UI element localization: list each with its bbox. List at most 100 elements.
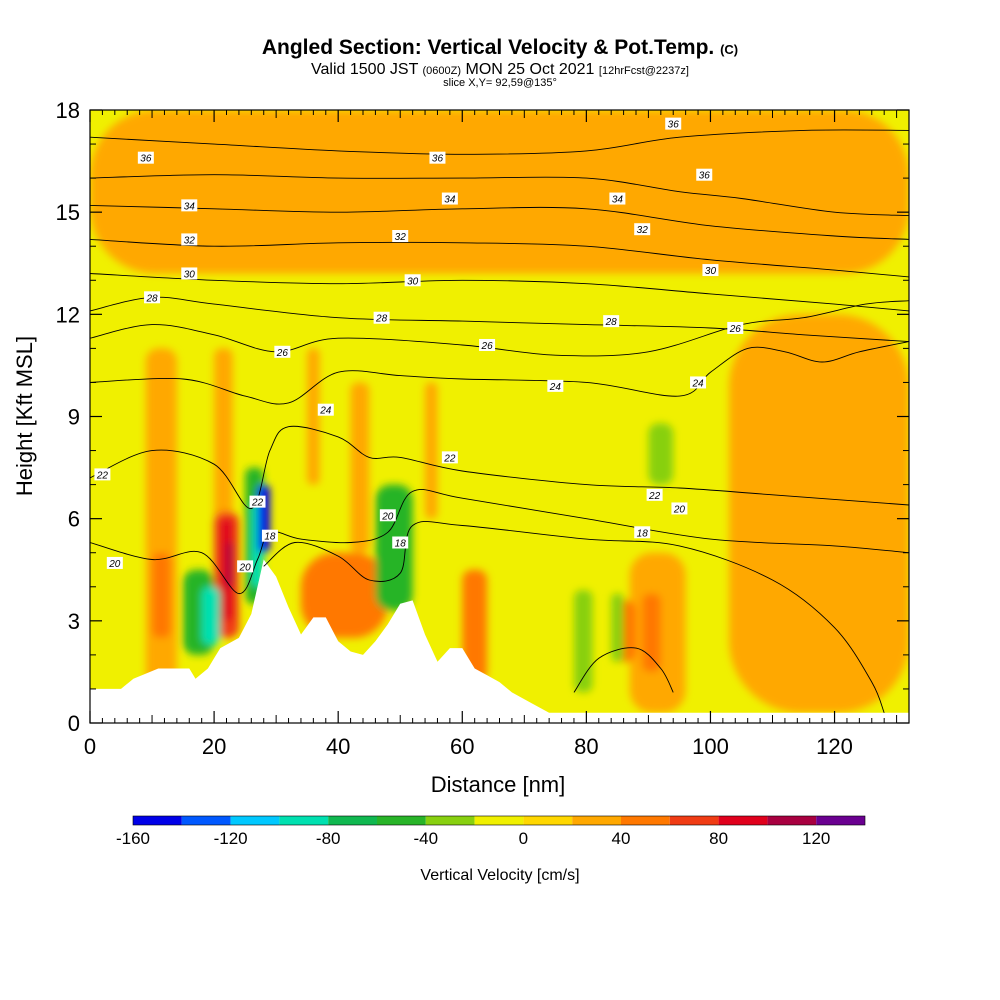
x-tick-label-3: 60 [450, 734, 474, 759]
colorbar-swatch-6 [425, 816, 475, 825]
y-tick-label-2: 6 [68, 507, 80, 532]
contour-label-bg-21 [690, 376, 707, 389]
plot-area: 36 36 36 36 34 34 34 32 32 32 30 30 30 28 28 28 26 26 26 24… [90, 110, 909, 723]
contour-label-bg-4 [181, 199, 198, 212]
contour-label-19: 24 [319, 406, 332, 417]
colorbar-swatch-5 [377, 816, 426, 825]
colorbar-swatch-11 [669, 816, 719, 825]
x-axis-label: Distance [nm] [431, 772, 566, 797]
contour-label-bg-16 [274, 345, 291, 358]
colorbar-swatch-7 [474, 816, 524, 825]
contour-label-23: 22 [251, 498, 264, 509]
contour-label-bg-30 [261, 529, 278, 542]
contour-label-4: 34 [184, 201, 196, 212]
contour-label-bg-7 [181, 233, 198, 246]
velocity-region-15 [226, 542, 233, 587]
title-text: Angled Section: Vertical Velocity & Pot.… [261, 36, 715, 59]
contour-label-26: 20 [108, 559, 121, 570]
contour-label-14: 28 [375, 314, 388, 325]
colorbar-swatch-4 [328, 816, 377, 825]
chart-subtitle: Valid 1500 JST (0600Z) MON 25 Oct 2021 [… [0, 61, 1000, 79]
colorbar-swatch-9 [572, 816, 621, 825]
contour-label-0: 36 [140, 154, 152, 165]
colorbar-frame [132, 815, 866, 826]
contour-label-13: 28 [145, 293, 158, 304]
title-unit: (C) [720, 42, 739, 57]
theta-contour-18-11 [573, 647, 674, 693]
contour-label-30: 18 [264, 532, 276, 543]
contour-label-25: 22 [648, 491, 661, 502]
colorbar-swatch-12 [718, 816, 768, 825]
contour-label-bg-20 [547, 379, 564, 392]
contour-label-3: 36 [699, 171, 711, 182]
y-tick-label-4: 12 [56, 302, 80, 327]
contour-label-bg-23 [249, 495, 266, 508]
colorbar-tick-label-1: -120 [214, 829, 248, 848]
contour-label-31: 18 [395, 539, 407, 550]
contour-label-bg-13 [144, 291, 161, 304]
contour-label-bg-10 [181, 267, 198, 280]
contour-label-bg-17 [479, 338, 496, 351]
colorbar-swatch-10 [621, 816, 670, 825]
valid-date: MON 25 Oct 2021 [465, 61, 595, 78]
x-tick-label-1: 20 [202, 734, 226, 759]
velocity-field [90, 110, 909, 713]
theta-contour-18-10 [263, 520, 885, 713]
contour-label-22: 22 [96, 470, 109, 481]
contour-label-27: 20 [239, 562, 252, 573]
contour-label-bg-2 [665, 117, 682, 130]
colorbar-label: Vertical Velocity [cm/s] [420, 867, 579, 884]
contour-label-bg-18 [727, 321, 744, 334]
contour-label-bg-9 [634, 223, 651, 236]
colorbar-swatch-13 [767, 816, 817, 825]
terrain [90, 559, 909, 723]
theta-contour-32-3 [90, 238, 909, 278]
contour-label-bg-0 [137, 151, 154, 164]
contour-label-bg-25 [646, 488, 663, 501]
theta-contour-20-9 [90, 488, 909, 595]
contour-label-bg-5 [441, 192, 458, 205]
colorbar-swatch-2 [230, 816, 280, 825]
contour-label-bg-26 [106, 556, 123, 569]
contour-label-17: 26 [481, 341, 494, 352]
theta-contour-34-2 [90, 204, 909, 240]
contour-label-1: 36 [432, 154, 444, 165]
velocity-region-2 [307, 348, 320, 485]
colorbar-swatch-14 [816, 816, 865, 825]
y-tick-label-6: 18 [56, 98, 80, 123]
contour-label-bg-24 [441, 451, 458, 464]
contour-label-29: 20 [673, 504, 686, 515]
contour-label-bg-15 [603, 315, 620, 328]
velocity-region-17 [201, 586, 221, 645]
velocity-region-12 [642, 593, 661, 672]
colorbar-swatch-1 [181, 816, 231, 825]
contour-label-7: 32 [184, 235, 196, 246]
colorbar-tick-label-5: 40 [612, 829, 631, 848]
y-tick-label-3: 9 [68, 405, 80, 430]
contour-label-bg-1 [429, 151, 446, 164]
contour-label-bg-12 [702, 264, 719, 277]
colorbar: -160 -120 -80 -40 0 40 80 120 [116, 815, 866, 848]
contour-label-6: 34 [612, 195, 624, 206]
y-tick-label-0: 0 [68, 711, 80, 736]
velocity-region-0 [145, 348, 177, 706]
colorbar-swatch-8 [523, 816, 573, 825]
y-tick-label-5: 15 [56, 200, 80, 225]
contour-label-16: 26 [276, 348, 289, 359]
chart-title: Angled Section: Vertical Velocity & Pot.… [0, 36, 1000, 60]
velocity-region-10 [462, 569, 488, 683]
contour-label-21: 24 [691, 378, 704, 389]
contour-label-12: 30 [705, 266, 717, 277]
contour-label-bg-8 [392, 230, 409, 243]
velocity-region-3 [350, 382, 370, 553]
colorbar-tick-label-7: 120 [802, 829, 830, 848]
contour-label-bg-29 [671, 502, 688, 515]
velocity-region-24 [648, 423, 674, 485]
contour-label-bg-19 [317, 403, 334, 416]
contour-label-10: 30 [184, 269, 196, 280]
contour-label-15: 28 [605, 317, 618, 328]
contour-label-bg-22 [94, 468, 111, 481]
x-tick-label-2: 40 [326, 734, 350, 759]
